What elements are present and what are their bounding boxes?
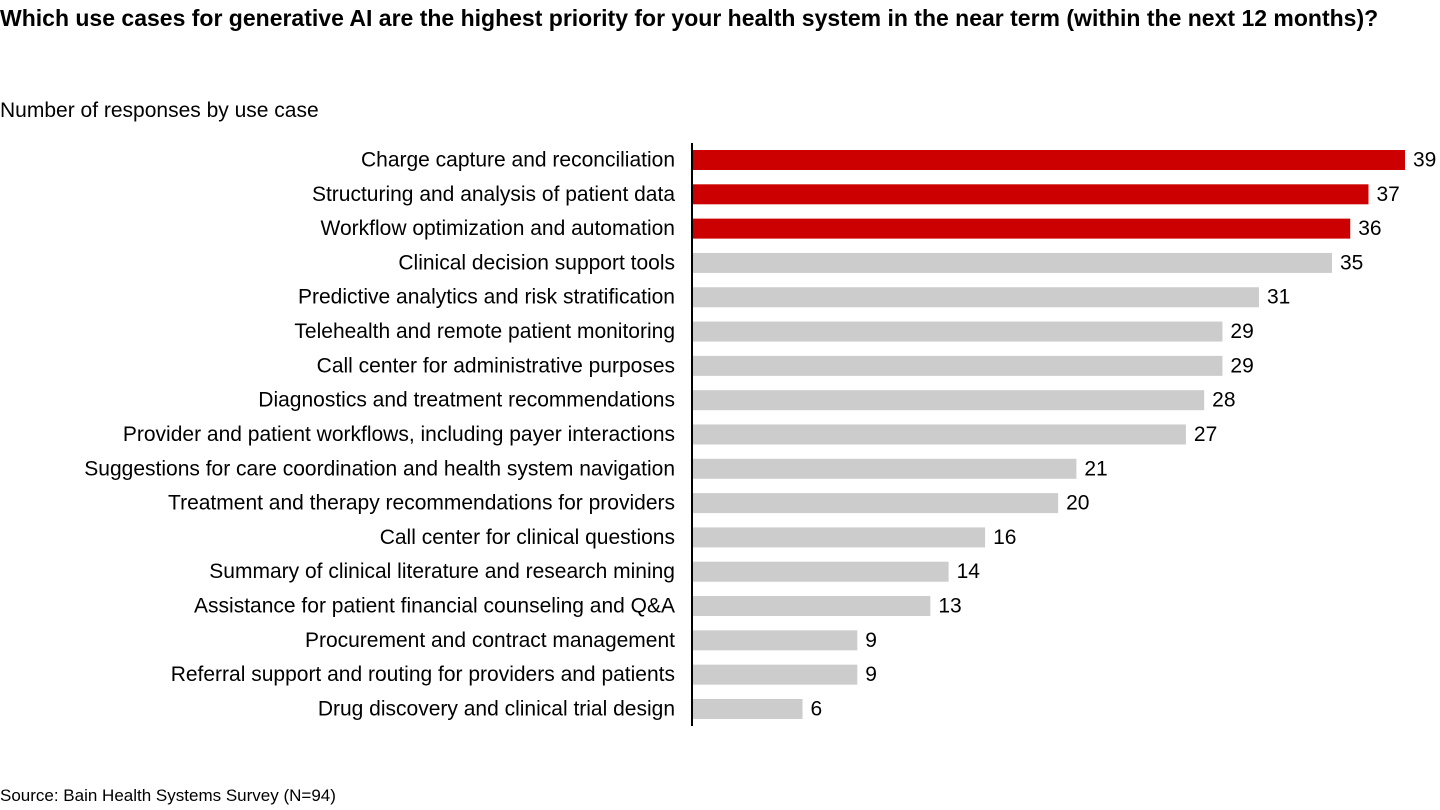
category-label: Diagnostics and treatment recommendation… <box>258 389 675 412</box>
category-label: Referral support and routing for provide… <box>171 663 675 686</box>
data-label: 29 <box>1230 354 1253 377</box>
data-label: 28 <box>1212 389 1235 412</box>
data-label: 27 <box>1194 423 1217 446</box>
bar <box>693 252 1332 273</box>
data-label: 6 <box>811 697 823 720</box>
category-label: Provider and patient workflows, includin… <box>123 423 675 446</box>
bar <box>693 527 986 548</box>
category-label: Assistance for patient financial counsel… <box>194 595 675 618</box>
bar <box>693 698 803 719</box>
category-label: Telehealth and remote patient monitoring <box>294 320 675 343</box>
category-label: Treatment and therapy recommendations fo… <box>168 492 675 515</box>
data-label: 9 <box>865 663 877 686</box>
bar <box>693 390 1205 411</box>
data-label: 39 <box>1413 149 1436 172</box>
bar <box>693 321 1223 342</box>
bar <box>693 184 1369 205</box>
bar <box>693 424 1186 445</box>
chart-subtitle: Number of responses by use case <box>0 99 319 122</box>
bar <box>693 596 931 617</box>
chart-title: Which use cases for generative AI are th… <box>0 5 1379 31</box>
category-label: Summary of clinical literature and resea… <box>209 560 675 583</box>
category-label: Suggestions for care coordination and he… <box>84 457 675 480</box>
bar <box>693 150 1405 170</box>
data-label: 14 <box>957 560 981 583</box>
data-label: 20 <box>1066 492 1089 515</box>
category-label: Drug discovery and clinical trial design <box>318 697 675 720</box>
bar <box>693 355 1223 376</box>
category-label: Workflow optimization and automation <box>321 217 675 240</box>
data-label: 31 <box>1267 286 1290 309</box>
bar <box>693 287 1259 308</box>
source-note: Source: Bain Health Systems Survey (N=94… <box>0 786 336 805</box>
data-label: 29 <box>1230 320 1253 343</box>
category-label: Call center for administrative purposes <box>317 354 675 377</box>
data-label: 35 <box>1340 251 1363 274</box>
bar <box>693 561 949 582</box>
data-label: 36 <box>1358 217 1381 240</box>
bar <box>693 664 858 685</box>
data-label: 21 <box>1084 457 1107 480</box>
bar <box>693 493 1059 514</box>
category-label: Call center for clinical questions <box>380 526 675 549</box>
category-label: Procurement and contract management <box>305 629 675 652</box>
data-label: 16 <box>993 526 1016 549</box>
category-label: Charge capture and reconciliation <box>361 149 675 172</box>
category-label: Structuring and analysis of patient data <box>312 183 675 206</box>
category-label: Predictive analytics and risk stratifica… <box>298 286 675 309</box>
data-label: 13 <box>938 595 961 618</box>
data-label: 9 <box>865 629 877 652</box>
data-label: 37 <box>1376 183 1399 206</box>
bar <box>693 630 858 651</box>
bar <box>693 218 1351 239</box>
bar <box>693 458 1077 479</box>
category-label: Clinical decision support tools <box>398 251 675 274</box>
